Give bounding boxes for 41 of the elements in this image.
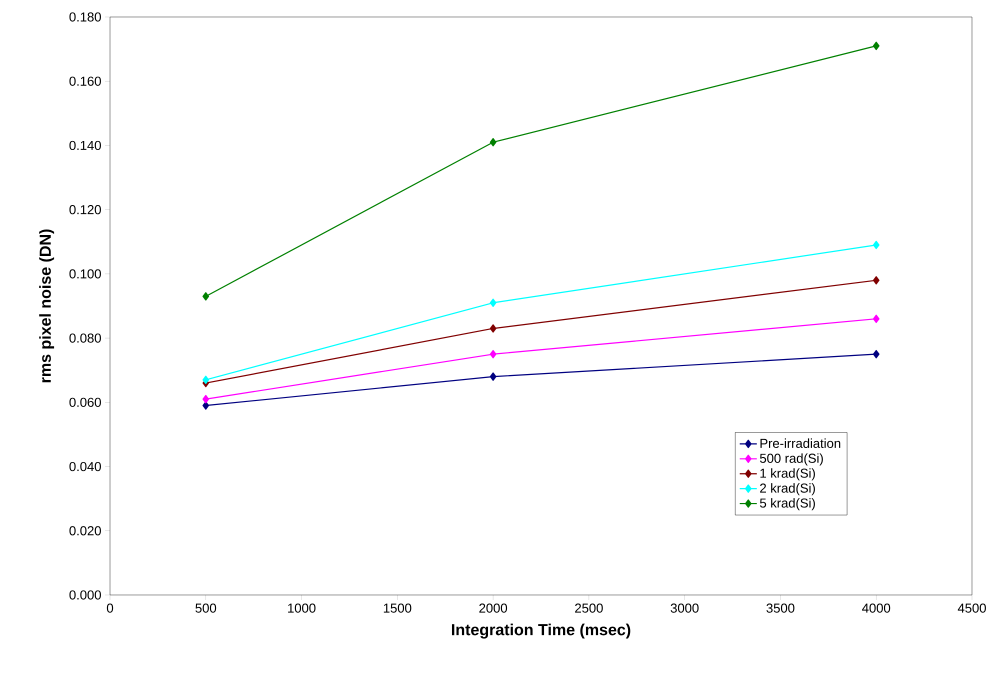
x-tick-label: 1500 — [384, 604, 412, 613]
y-tick-label: 0.120 — [69, 205, 101, 214]
y-tick-label: 0.180 — [69, 12, 101, 22]
point — [490, 350, 496, 358]
y-axis-title: rms pixel noise (DN) — [39, 229, 54, 382]
legend-label: 500 rad(Si) — [760, 453, 823, 466]
point — [872, 350, 880, 358]
y-tick-label: 0.100 — [69, 269, 101, 278]
point — [872, 314, 880, 324]
point — [202, 394, 210, 404]
x-tick-label: 4500 — [958, 604, 986, 613]
legend-label: 5 krad(Si) — [760, 498, 815, 510]
point — [202, 376, 210, 384]
x-axis-title: Integration Time (msec) — [452, 624, 630, 639]
y-tick-label: 0.160 — [69, 76, 101, 86]
point — [490, 298, 496, 307]
y-tick-label: 0.000 — [69, 590, 101, 600]
point — [872, 240, 880, 250]
legend-label: Pre-irradiation — [760, 438, 840, 448]
point — [202, 292, 210, 301]
x-tick-label: 1000 — [288, 604, 316, 613]
x-tick-label: 2500 — [575, 604, 603, 613]
x-tick-label: 500 — [195, 604, 216, 613]
point — [872, 42, 880, 50]
y-tick-label: 0.140 — [69, 140, 101, 150]
y-tick-label: 0.020 — [69, 526, 101, 536]
y-tick-label: 0.080 — [69, 333, 101, 343]
x-tick-label: 2000 — [479, 604, 508, 613]
x-tick-label: 4000 — [862, 604, 890, 613]
y-tick-label: 0.040 — [69, 462, 101, 472]
legend-label: 1 krad(Si) — [760, 468, 815, 480]
y-tick-label: 0.060 — [69, 398, 101, 407]
point — [490, 372, 496, 381]
point — [872, 276, 880, 284]
x-tick-label: 3000 — [670, 604, 699, 613]
x-tick-label: 3500 — [766, 604, 794, 613]
point — [490, 324, 496, 333]
point — [202, 401, 210, 410]
legend-label: 2 krad(Si) — [760, 483, 815, 496]
point — [490, 138, 496, 146]
x-tick-label: 0 — [106, 604, 114, 613]
